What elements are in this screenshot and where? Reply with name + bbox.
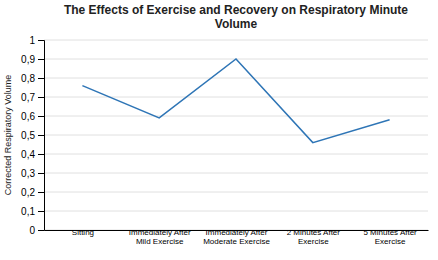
tick: 0,9 [21,54,44,65]
tick-label: 1 [29,35,35,46]
marks [82,59,389,143]
x-axis: Sitting Immediately AfterMild Exercise Imm… [45,228,429,246]
tick: 0 [29,225,44,236]
grid-line [44,97,428,98]
tick: Immediately AfterModerate Exercise [203,228,270,246]
grid-line [44,211,428,212]
tick-mark [38,40,44,41]
line [82,59,389,143]
tick: Sitting [72,228,94,237]
tick-mark [38,154,44,155]
tick-label: 0,8 [21,73,35,84]
tick-mark [38,59,44,60]
tick-mark [38,116,44,117]
tick-label: 5 Minutes AfterExercise [363,228,417,246]
tick: 0,7 [21,92,44,103]
tick: 0,6 [21,111,44,122]
tick-label: 0,3 [21,168,35,179]
grid [44,40,428,230]
tick-mark [38,173,44,174]
tick: 1 [29,35,44,46]
tick-label: Immediately AfterMild Exercise [129,228,191,246]
axis-line [38,41,45,231]
tick-mark [38,230,44,231]
grid-line [44,135,428,136]
tick: Immediately AfterMild Exercise [129,228,191,246]
chart: 0 0,1 0,2 0,3 0,4 0,5 0,6 0,7 0,8 0,9 1 Sitting Imme… [0,0,438,260]
tick: 5 Minutes AfterExercise [363,228,417,246]
tick-label: 0,4 [21,149,35,160]
tick-mark [38,211,44,212]
tick-label: 0,1 [21,206,35,217]
tick-label: 0,5 [21,130,35,141]
tick-mark [38,192,44,193]
tick-label: 0,2 [21,187,35,198]
tick-label: 0 [29,225,35,236]
tick: 0,1 [21,206,44,217]
tick-mark [38,78,44,79]
tick-mark [38,97,44,98]
grid-line [44,154,428,155]
tick-mark [38,135,44,136]
tick: 0,5 [21,130,44,141]
tick-label: Immediately AfterModerate Exercise [203,228,270,246]
tick-label: 0,9 [21,54,35,65]
tick: 2 Minutes AfterExercise [287,228,341,246]
tick: 0,4 [21,149,44,160]
tick-label: 0,7 [21,92,35,103]
grid-line [44,192,428,193]
plot: 0 0,1 0,2 0,3 0,4 0,5 0,6 0,7 0,8 0,9 1 Sitting Imme… [21,35,428,246]
tick-label: Sitting [72,228,94,237]
y-axis: 0 0,1 0,2 0,3 0,4 0,5 0,6 0,7 0,8 0,9 1 [21,35,44,236]
tick-label: 2 Minutes AfterExercise [287,228,341,246]
grid-line [44,78,428,79]
title: The Effects of Exercise and Recovery on … [64,3,408,31]
y-axis-title: Corrected Respiratory Volume [3,75,13,196]
tick: 0,8 [21,73,44,84]
tick: 0,2 [21,187,44,198]
grid-line [44,116,428,117]
grid-line [44,40,428,41]
tick-label: 0,6 [21,111,35,122]
tick: 0,3 [21,168,44,179]
grid-line [44,173,428,174]
